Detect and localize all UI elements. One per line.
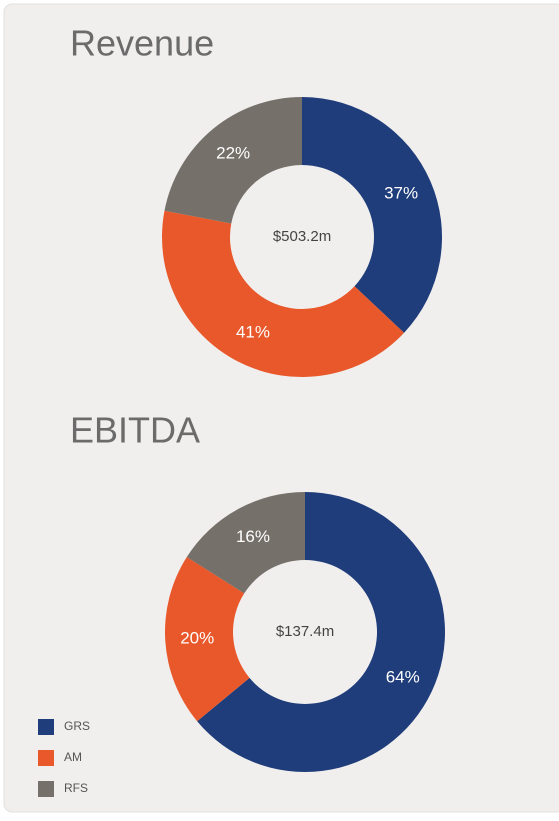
- slice-label: 22%: [216, 143, 250, 162]
- legend-label: RFS: [64, 781, 88, 795]
- slice-label: 20%: [180, 628, 214, 647]
- slice-label: 16%: [236, 527, 270, 546]
- legend-swatch: [38, 719, 54, 735]
- donut-slice: [161, 210, 405, 378]
- slice-label: 37%: [384, 184, 418, 203]
- center-label: $137.4m: [276, 623, 334, 640]
- legend-label: GRS: [64, 719, 90, 733]
- legend-swatch: [38, 750, 54, 766]
- donut-slice: [186, 492, 305, 594]
- slice-label: 41%: [236, 323, 270, 342]
- chart-title: EBITDA: [70, 410, 200, 451]
- donut-slice: [164, 97, 302, 224]
- donut-slice: [164, 556, 250, 722]
- donut-slice: [197, 492, 445, 772]
- legend-swatch: [38, 781, 54, 797]
- center-label: $503.2m: [273, 228, 331, 245]
- donut-slice: [302, 97, 443, 333]
- legend-label: AM: [64, 750, 82, 764]
- chart-title: Revenue: [70, 23, 214, 64]
- slice-label: 64%: [386, 667, 420, 686]
